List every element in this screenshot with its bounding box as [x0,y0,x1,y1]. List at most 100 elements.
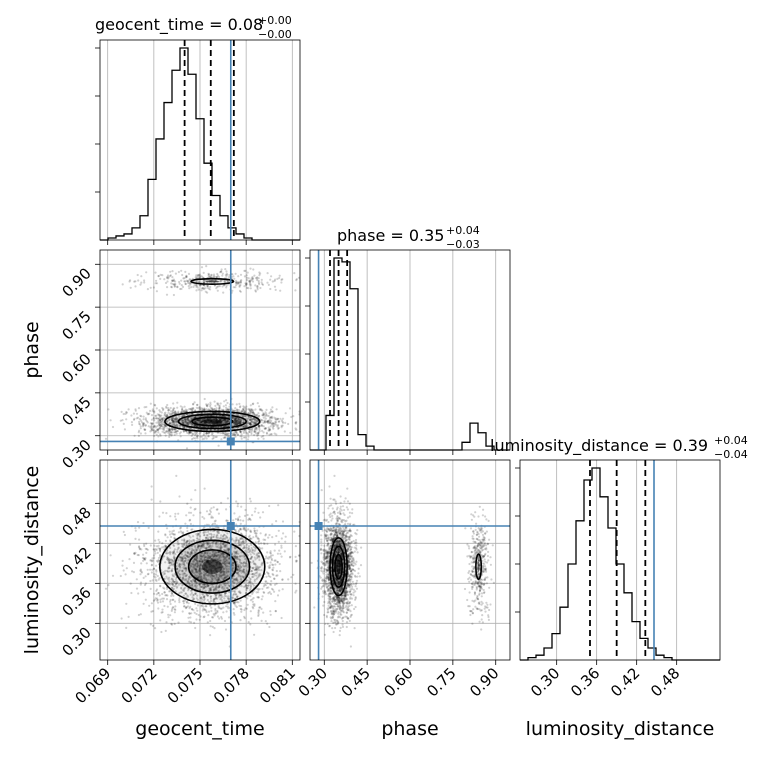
sample-point [182,422,185,425]
sample-point [182,600,185,603]
sample-point [212,436,215,440]
sample-point [173,536,176,539]
sample-point [293,272,296,275]
sample-point [200,604,203,607]
hist-geocent-time [95,39,301,245]
sample-point [149,579,152,583]
sample-point [188,287,191,290]
sample-point [222,436,225,439]
sample-point [178,599,181,602]
sample-point [215,407,218,410]
sample-point [245,529,248,532]
sample-point [243,285,246,288]
sample-point [262,416,265,419]
sample-point [289,431,292,434]
sample-point [218,405,221,408]
sample-point [200,275,203,278]
sample-point [202,607,205,611]
sample-point [186,418,189,421]
sample-point [151,579,154,582]
sample-point [265,580,268,583]
hist-phase [305,249,511,455]
sample-point [237,601,240,604]
sample-point [239,430,242,433]
sample-point [265,575,268,578]
sample-point [134,409,137,412]
sample-point [139,613,142,616]
sample-point [207,435,210,438]
sample-point [161,592,164,596]
sample-point [293,530,296,533]
sample-point [178,282,181,285]
sample-point [281,588,284,591]
sample-point [239,599,242,602]
sample-point [161,417,165,420]
sample-point [203,422,206,425]
sample-point [137,434,140,437]
sample-point [261,511,265,514]
sample-point [133,434,136,437]
sample-point [247,433,250,436]
sample-point [222,405,225,408]
sample-point [233,277,236,280]
sample-point [202,271,205,274]
sample-point [209,285,212,289]
sample-point [132,571,135,574]
sample-point [210,516,213,519]
sample-point [183,405,186,408]
sample-point [137,613,140,617]
sample-point [258,405,261,408]
sample-point [209,625,212,628]
sample-point [234,518,237,521]
sample-point [122,412,125,416]
sample-point [184,270,187,273]
sample-point [142,553,145,556]
sample-point [153,429,156,432]
sample-point [215,508,218,511]
density-core [202,419,223,424]
sample-point [152,417,155,420]
sample-point [203,414,206,418]
sample-point [156,601,160,604]
sample-point [138,423,141,426]
sample-point [170,623,174,626]
sample-point [165,415,168,418]
sample-point [278,562,281,566]
sample-point [148,412,151,415]
sample-point [216,615,219,618]
sample-point [182,430,185,433]
sample-point [146,568,149,571]
sample-point [153,592,156,595]
sample-point [169,533,172,536]
sample-point [172,419,175,422]
sample-point [211,432,214,435]
sample-point [219,402,222,405]
sample-point [258,430,261,433]
sample-point [161,423,164,426]
sample-point [271,536,274,539]
sample-point [274,543,277,546]
y-tick-label: 0.90 [58,264,94,300]
sample-point [251,403,254,406]
sample-point [139,568,142,571]
sample-point [120,617,123,620]
sample-point [195,289,198,292]
sample-point [128,280,131,283]
sample-point [271,280,274,283]
sample-point [167,408,170,412]
sample-point [154,578,157,581]
sample-point [274,600,277,603]
sample-point [249,500,252,503]
sample-point [220,268,223,271]
sample-point [205,437,208,440]
y-tick-label: 0.60 [58,350,94,386]
sample-point [122,422,125,425]
sample-point [171,618,174,622]
sample-point [181,285,185,288]
density-core [205,280,220,283]
sample-point [150,427,153,430]
sample-point [132,412,135,415]
sample-point [121,559,124,563]
sample-point [231,434,235,437]
sample-point [250,530,253,534]
